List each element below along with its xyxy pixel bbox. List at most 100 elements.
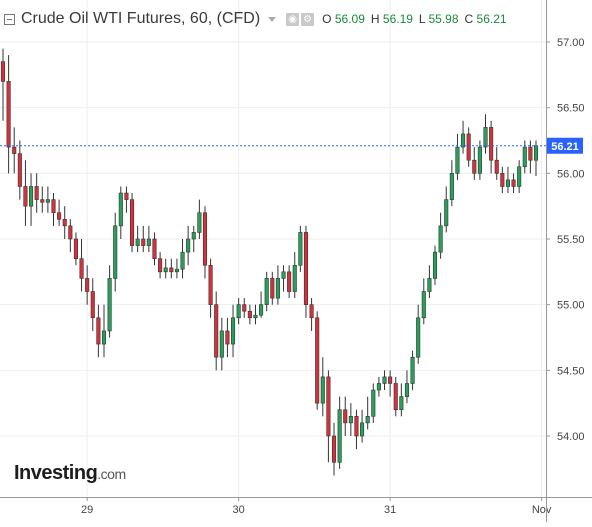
candle-down — [6, 81, 11, 148]
candle-up — [505, 179, 510, 187]
candle-up — [320, 376, 325, 404]
chevron-down-icon[interactable] — [268, 16, 277, 22]
candle-down — [393, 383, 398, 411]
candle-down — [466, 133, 471, 161]
candle-up — [432, 251, 438, 279]
investing-logo: Investing.com — [14, 462, 126, 485]
candle-down — [141, 238, 146, 246]
candle-up — [180, 251, 185, 270]
candle-up — [259, 304, 264, 316]
candle-up — [264, 278, 269, 305]
candle-down — [79, 258, 84, 279]
candle-down — [0, 61, 6, 82]
candle-up — [113, 225, 118, 279]
y-tick-label: 54.50 — [557, 365, 585, 377]
candle-down — [354, 415, 359, 437]
y-tick-label: 56.00 — [557, 168, 585, 180]
candle-up — [360, 422, 365, 437]
candle-up — [533, 145, 539, 161]
candle-down — [309, 304, 314, 319]
candle-down — [68, 225, 73, 240]
candle-up — [174, 268, 179, 273]
candle-down — [287, 271, 292, 292]
candle-down — [500, 173, 505, 187]
candle-down — [96, 317, 101, 345]
eye-icon[interactable]: ◉ — [286, 12, 300, 26]
candle-down — [202, 212, 208, 266]
x-tick-label: 30 — [233, 504, 245, 516]
candle-up — [455, 146, 460, 174]
candle-down — [208, 264, 213, 305]
candle-up — [146, 238, 151, 246]
candle-up — [477, 146, 482, 174]
candle-down — [85, 278, 90, 292]
candle-down — [528, 146, 533, 161]
ohlc-close: C 56.21 — [464, 12, 507, 26]
candle-up — [281, 271, 286, 279]
candle-down — [152, 238, 157, 260]
y-tick-label: 56.50 — [557, 103, 585, 115]
candle-down — [214, 304, 219, 358]
y-tick-label: 54.00 — [557, 431, 585, 443]
candle-down — [472, 159, 477, 174]
candle-up — [399, 396, 404, 411]
candle-down — [315, 317, 320, 404]
chart-header: Crude Oil WTI Futures, 60, (CFD) ◉ ⚙ O 5… — [4, 8, 507, 30]
y-tick-label: 55.00 — [557, 300, 585, 312]
candle-up — [186, 238, 191, 253]
candle-up — [101, 330, 107, 345]
x-tick-label: Nov — [532, 504, 552, 516]
candle-up — [416, 317, 421, 358]
candle-down — [34, 186, 39, 200]
candle-down — [51, 199, 56, 214]
ohlc-high: H 56.19 — [370, 12, 413, 26]
last-price-badge — [547, 137, 583, 154]
candle-up — [444, 199, 449, 227]
x-tick-label: 29 — [81, 504, 93, 516]
candle-up — [371, 389, 376, 417]
candle-up — [410, 356, 415, 384]
y-tick-label: 55.50 — [557, 234, 585, 246]
candle-down — [158, 258, 163, 273]
last-price-label: 56.21 — [551, 141, 579, 153]
candle-down — [62, 219, 67, 227]
ohlc-low: L 55.98 — [418, 12, 459, 26]
candle-down — [270, 278, 275, 299]
x-tick-label: 31 — [384, 504, 396, 516]
candle-up — [449, 173, 454, 200]
candle-up — [522, 146, 527, 168]
candle-up — [107, 278, 112, 332]
candle-up — [275, 278, 280, 299]
last-price-line: 56.21 — [0, 137, 583, 154]
candle-up — [376, 383, 381, 391]
candle-down — [242, 304, 247, 312]
candle-up — [438, 225, 443, 253]
y-tick-label: 57.00 — [557, 37, 585, 49]
candle-down — [326, 376, 331, 437]
candle-up — [230, 317, 236, 345]
collapse-icon[interactable] — [4, 13, 15, 25]
candle-down — [511, 179, 516, 187]
ohlc-open: O 56.09 — [322, 12, 365, 26]
gear-icon[interactable]: ⚙ — [301, 12, 315, 26]
candle-up — [517, 166, 522, 187]
candle-down — [17, 153, 22, 187]
candle-down — [247, 310, 252, 319]
logo-suffix: .com — [97, 466, 126, 482]
candle-down — [73, 238, 78, 260]
candle-down — [303, 232, 309, 305]
candle-up — [421, 291, 426, 319]
candle-down — [388, 376, 393, 384]
candle-down — [57, 212, 62, 220]
candle-down — [12, 146, 17, 154]
grid-lines — [0, 0, 546, 497]
candle-down — [343, 409, 348, 424]
candle-up — [483, 127, 488, 148]
candle-down — [40, 199, 45, 203]
candle-up — [404, 383, 409, 397]
candle-up — [365, 415, 370, 424]
candle-down — [331, 435, 337, 463]
